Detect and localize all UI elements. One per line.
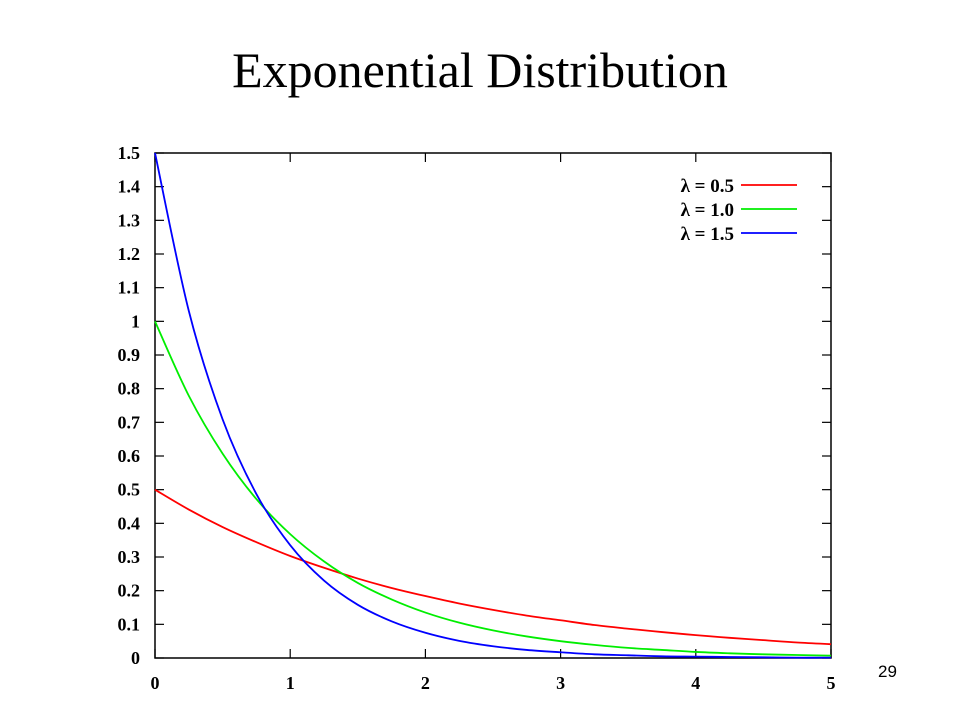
legend-label-3: λ = 1.5 bbox=[681, 224, 734, 245]
y-tick-label: 0 bbox=[131, 648, 140, 668]
y-tick-label: 0.3 bbox=[118, 547, 141, 567]
x-tick-label: 0 bbox=[151, 673, 160, 693]
x-tick-label: 5 bbox=[827, 673, 836, 693]
x-tick-label: 2 bbox=[421, 673, 430, 693]
y-tick-label: 0.9 bbox=[118, 345, 141, 365]
legend-label-1: λ = 0.5 bbox=[681, 176, 734, 197]
y-tick-label: 1.3 bbox=[118, 210, 141, 230]
y-tick-label: 1.1 bbox=[118, 278, 141, 298]
y-tick-label: 0.8 bbox=[118, 379, 141, 399]
y-tick-label: 1 bbox=[131, 311, 140, 331]
series-line-2 bbox=[154, 320, 832, 657]
y-tick-label: 1.2 bbox=[118, 244, 141, 264]
y-tick-label: 0.5 bbox=[118, 480, 141, 500]
series-lines bbox=[154, 152, 832, 659]
y-tick-label: 0.2 bbox=[118, 581, 141, 601]
series-line-1 bbox=[154, 488, 832, 646]
x-tick-label: 3 bbox=[556, 673, 565, 693]
legend: λ = 0.5 λ = 1.0 λ = 1.5 bbox=[681, 176, 797, 245]
y-tick-label: 0.4 bbox=[118, 513, 141, 533]
x-tick-label: 1 bbox=[286, 673, 295, 693]
plot-frame bbox=[154, 152, 832, 659]
x-tick-label: 4 bbox=[691, 673, 700, 693]
y-tick-label: 0.1 bbox=[118, 614, 141, 634]
y-tick-label: 0.7 bbox=[118, 412, 141, 432]
y-tick-label: 0.6 bbox=[118, 446, 141, 466]
tick-labels: 0 1 2 3 4 5 0 0.1 0.2 0.3 0.4 0.5 0.6 0.7 0.8 0.9 1 1.1 1.… bbox=[118, 143, 836, 693]
page-number: 29 bbox=[878, 662, 897, 681]
y-tick-label: 1.5 bbox=[118, 143, 141, 163]
slide-title: Exponential Distribution bbox=[232, 42, 728, 98]
series-line-3 bbox=[154, 152, 832, 659]
legend-label-2: λ = 1.0 bbox=[681, 200, 734, 221]
y-tick-label: 1.4 bbox=[118, 177, 141, 197]
